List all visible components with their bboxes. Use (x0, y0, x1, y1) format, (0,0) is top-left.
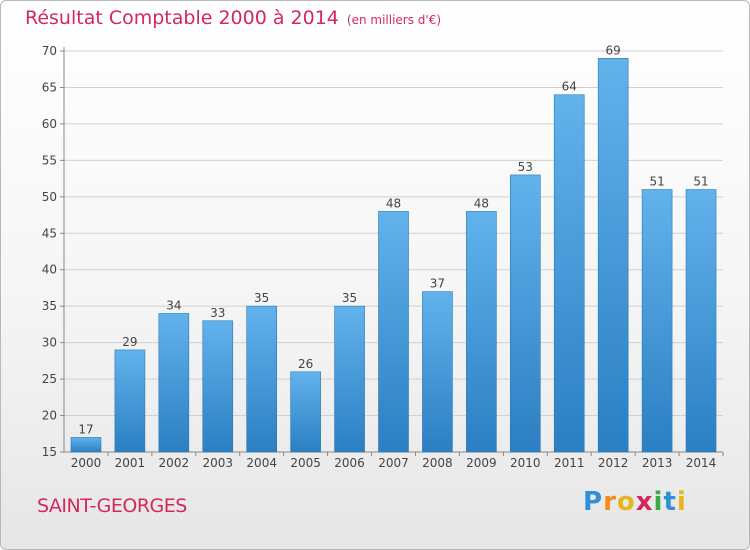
x-tick-label: 2010 (510, 456, 541, 470)
y-tick-label: 70 (42, 44, 57, 58)
data-label: 51 (649, 175, 664, 189)
x-tick-label: 2012 (598, 456, 629, 470)
y-tick-label: 35 (42, 299, 57, 313)
city-name: SAINT-GEORGES (37, 495, 187, 517)
data-label: 26 (298, 357, 313, 371)
logo-letter: P (583, 487, 604, 517)
x-tick-label: 2008 (422, 456, 453, 470)
data-label: 69 (606, 43, 621, 57)
logo-letter: r (603, 487, 617, 517)
y-tick-label: 65 (42, 80, 57, 94)
x-tick-label: 2009 (466, 456, 497, 470)
data-labels: 17 29 34 33 35 26 35 48 37 48 53 64 69 51 51 (78, 43, 708, 436)
data-label: 17 (78, 422, 93, 436)
x-tick-label: 2013 (642, 456, 673, 470)
chart-title: Résultat Comptable 2000 à 2014 (en millie… (25, 7, 441, 29)
logo-letter: i (653, 487, 664, 517)
y-tick-label: 60 (42, 117, 57, 131)
bar-2006 (334, 305, 365, 453)
data-label: 48 (474, 196, 489, 210)
bar-2009 (466, 211, 497, 453)
x-tick-label: 2011 (554, 456, 585, 470)
logo-letter: i (676, 487, 687, 517)
x-tick-label: 2003 (202, 456, 233, 470)
y-tick-label: 40 (42, 263, 57, 277)
x-tick-label: 2001 (115, 456, 146, 470)
bar-2013 (641, 189, 673, 453)
data-label: 37 (430, 277, 445, 291)
bar-2000 (70, 437, 102, 453)
x-tick-label: 2007 (378, 456, 409, 470)
logo-letter: o (616, 487, 636, 517)
data-label: 51 (693, 175, 708, 189)
bar-2012 (597, 57, 629, 453)
data-label: 53 (518, 160, 533, 174)
x-tick-label: 2014 (686, 456, 717, 470)
y-tick-label: 30 (42, 336, 57, 350)
bar-2014 (685, 189, 717, 453)
x-tick-label: 2002 (159, 456, 190, 470)
x-tick-label: 2000 (71, 456, 102, 470)
data-label: 33 (210, 306, 225, 320)
data-label: 29 (122, 335, 137, 349)
data-label: 34 (166, 298, 181, 312)
bar-2001 (114, 349, 146, 453)
y-tick-label: 55 (42, 153, 57, 167)
y-tick-label: 25 (42, 372, 57, 386)
x-tick-label: 2004 (246, 456, 277, 470)
logo-letter: x (635, 487, 654, 517)
bar-2011 (553, 94, 585, 453)
y-tick-label: 50 (42, 190, 57, 204)
bar-2008 (422, 291, 453, 453)
proxiti-logo: Proxiti (583, 487, 687, 517)
data-label: 35 (254, 291, 269, 305)
axes: 15 20 25 30 35 40 45 50 55 60 65 70 2000 2001 2002 2003… (42, 44, 724, 470)
bars (70, 57, 717, 453)
bar-2002 (158, 313, 190, 453)
data-label: 35 (342, 291, 357, 305)
bar-2005 (290, 371, 321, 453)
y-tick-label: 15 (42, 445, 57, 459)
bar-2003 (202, 320, 234, 453)
x-tick-label: 2006 (334, 456, 365, 470)
logo-letter: t (663, 487, 677, 517)
y-tick-label: 20 (42, 409, 57, 423)
bar-2010 (509, 174, 541, 453)
data-label: 48 (386, 196, 401, 210)
chart-unit-note: (en milliers d'€) (346, 13, 442, 27)
data-label: 64 (562, 80, 577, 94)
bar-2007 (378, 211, 409, 453)
y-tick-label: 45 (42, 226, 57, 240)
chart-title-text: Résultat Comptable 2000 à 2014 (25, 7, 339, 29)
bar-2004 (246, 305, 277, 453)
x-tick-label: 2005 (290, 456, 321, 470)
